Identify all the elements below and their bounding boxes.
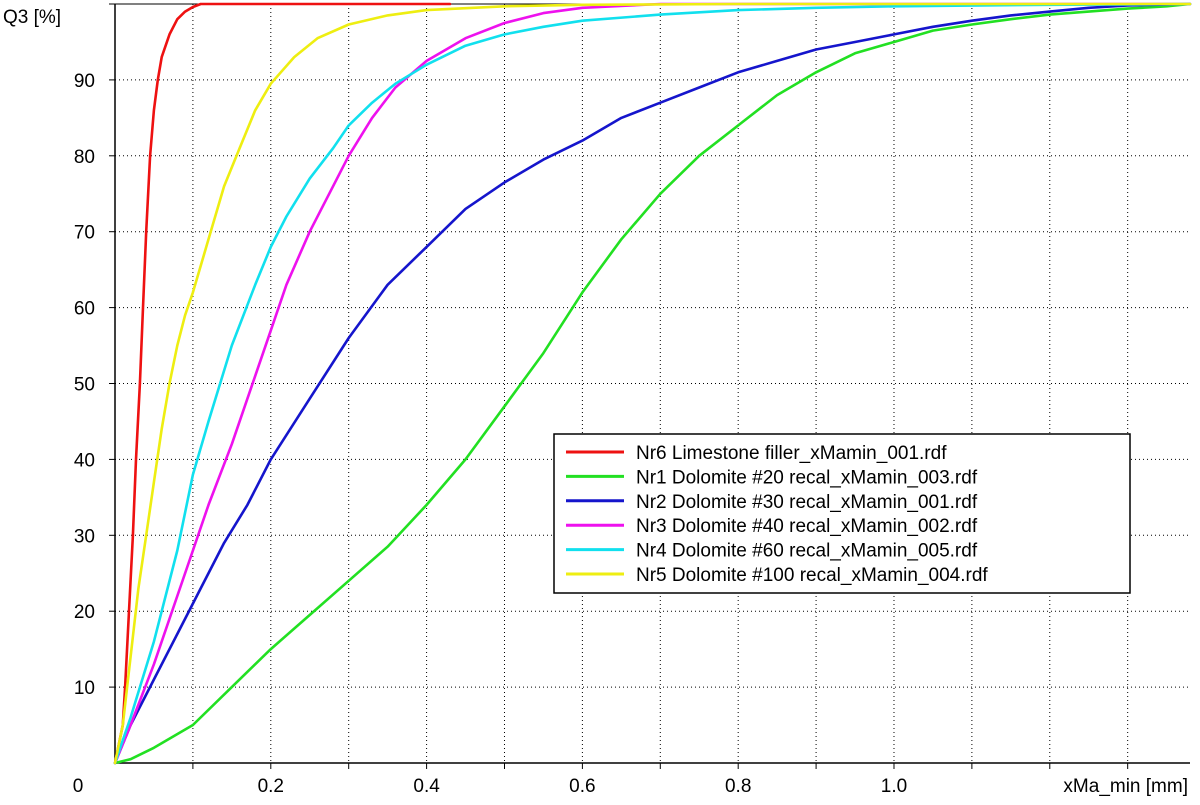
y-tick-label: 20 xyxy=(74,602,95,623)
legend: Nr6 Limestone filler_xMamin_001.rdf Nr1 D… xyxy=(553,433,1131,594)
series-line xyxy=(113,2,1192,765)
legend-entry-label: Nr5 Dolomite #100 recal_xMamin_004.rdf xyxy=(636,565,988,586)
x-tick-label: 0.6 xyxy=(569,776,595,797)
y-tick-label: 80 xyxy=(74,147,95,168)
grid-layer xyxy=(115,3,1190,763)
tick-layer: 0.2 0.4 0.6 0.8 1.0 10 20 30 40 50 60 70 80 90 xyxy=(74,3,1129,797)
y-tick-label: 50 xyxy=(74,375,95,396)
legend-entry-label: Nr6 Limestone filler_xMamin_001.rdf xyxy=(636,443,947,464)
legend-box xyxy=(553,433,1131,594)
series-line xyxy=(113,2,452,765)
series-layer xyxy=(113,2,1192,765)
series-line xyxy=(113,2,1192,765)
legend-items: Nr6 Limestone filler_xMamin_001.rdf Nr1 D… xyxy=(566,443,988,586)
y-tick-label: 30 xyxy=(74,526,95,547)
y-tick-label: 60 xyxy=(74,299,95,320)
y-tick-label: 10 xyxy=(74,678,95,699)
series-line xyxy=(113,2,1192,765)
series-line xyxy=(113,2,1192,765)
y-axis-title: Q3 [%] xyxy=(3,7,61,28)
legend-entry-label: Nr1 Dolomite #20 recal_xMamin_003.rdf xyxy=(636,467,978,488)
legend-entry-label: Nr2 Dolomite #30 recal_xMamin_001.rdf xyxy=(636,492,978,513)
series-line xyxy=(113,2,1192,765)
y-tick-label: 90 xyxy=(74,71,95,92)
origin-label: 0 xyxy=(73,776,84,797)
y-tick-label: 40 xyxy=(74,450,95,471)
y-tick-label: 70 xyxy=(74,223,95,244)
x-axis-title: xMa_min [mm] xyxy=(1063,776,1188,797)
axes-layer xyxy=(114,3,1190,764)
legend-entry-label: Nr3 Dolomite #40 recal_xMamin_002.rdf xyxy=(636,516,978,537)
legend-entry-label: Nr4 Dolomite #60 recal_xMamin_005.rdf xyxy=(636,541,978,562)
x-tick-label: 0.4 xyxy=(413,776,440,797)
x-tick-label: 0.2 xyxy=(258,776,284,797)
x-tick-label: 1.0 xyxy=(881,776,907,797)
x-tick-label: 0.8 xyxy=(725,776,751,797)
